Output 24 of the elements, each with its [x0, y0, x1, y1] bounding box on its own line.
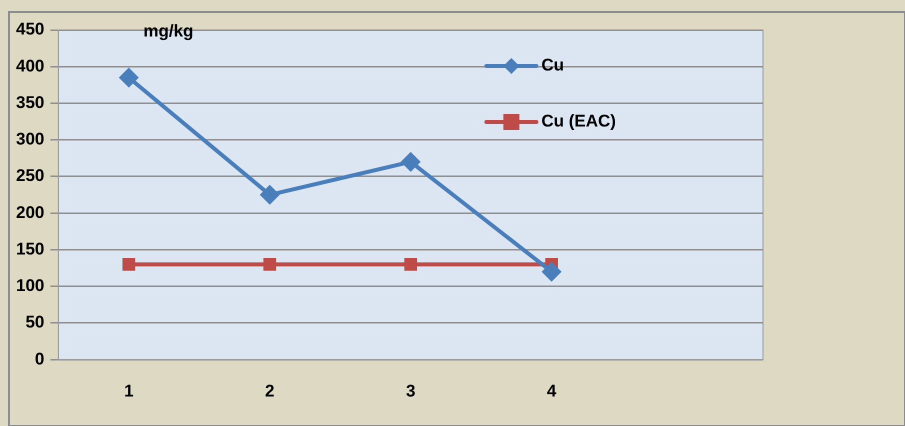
point — [400, 152, 421, 172]
point — [260, 184, 280, 205]
y-tick-label: 100 — [16, 276, 44, 296]
point — [542, 262, 562, 282]
point — [404, 258, 418, 271]
point — [122, 258, 136, 271]
x-tick-label: 1 — [124, 381, 134, 400]
legend-label: Cu (EAC) — [541, 112, 616, 131]
y-tick-label: 50 — [25, 312, 44, 332]
y-tick-label: 400 — [16, 56, 44, 76]
point — [118, 68, 139, 88]
y-tick-label: 0 — [34, 349, 44, 368]
y-tick-label: 450 — [16, 20, 44, 39]
y-tick-label: 150 — [16, 239, 44, 258]
point — [263, 258, 276, 271]
y-tick-label: 250 — [16, 166, 44, 186]
y-tick-label: 300 — [16, 130, 44, 149]
x-tick-label: 4 — [546, 381, 557, 400]
legend-label: Cu — [541, 56, 564, 75]
y-axis-title: mg/kg — [143, 22, 194, 41]
y-tick-label: 350 — [16, 92, 44, 112]
x-tick-label: 2 — [265, 381, 274, 400]
y-tick-label: 200 — [16, 202, 44, 222]
x-tick-label: 3 — [406, 381, 416, 400]
